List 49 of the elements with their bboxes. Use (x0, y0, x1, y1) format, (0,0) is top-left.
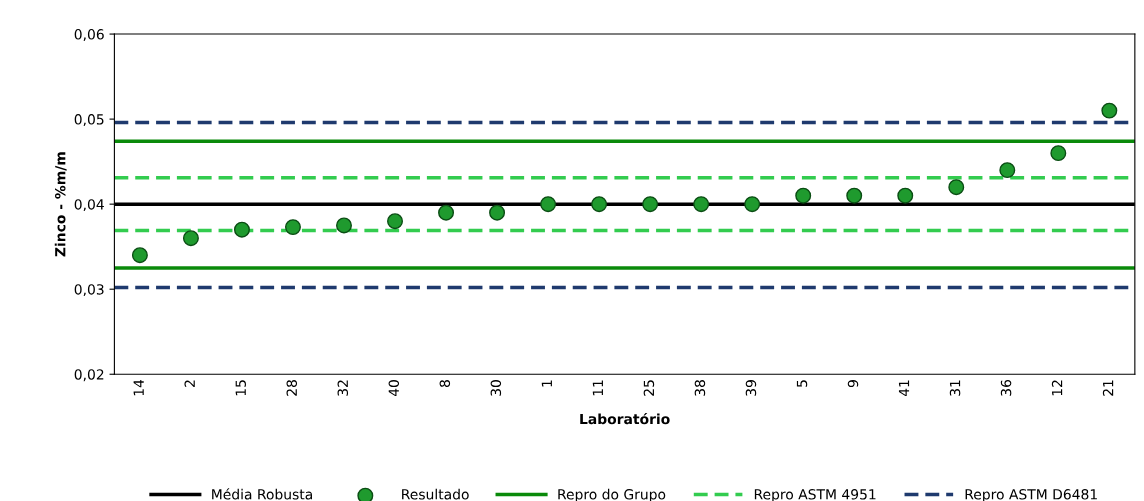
x-tick-label: 14 (133, 379, 144, 396)
x-tick-label: 38 (694, 380, 706, 396)
x-axis-title: Laboratório (580, 412, 670, 425)
point (591, 196, 608, 213)
point (233, 221, 250, 238)
point (182, 230, 199, 247)
x-tick-label: 2 (184, 380, 195, 387)
point (846, 187, 863, 204)
y-tick-label: 0,06 (74, 29, 104, 41)
x-tick-label: 39 (745, 380, 757, 396)
legend-label: Resultado (402, 488, 469, 500)
x-tick-label: 41 (898, 380, 910, 397)
point (284, 219, 301, 236)
x-tick-label: 9 (847, 380, 859, 388)
x-tick-label: 8 (439, 380, 451, 387)
point (387, 213, 404, 230)
y-tick-label: 0,04 (74, 199, 104, 212)
x-tick-label: 1 (541, 380, 552, 387)
point (795, 187, 812, 204)
point (948, 179, 965, 196)
point (438, 204, 455, 221)
x-tick-label: 11 (592, 380, 603, 396)
x-tick-label: 30 (490, 380, 502, 396)
point (540, 196, 557, 213)
y-tick-label: 0,02 (74, 369, 104, 382)
point (131, 247, 148, 264)
x-tick-label: 32 (337, 380, 349, 396)
y-tick-label: 0,05 (74, 114, 104, 126)
x-tick-label: 40 (388, 380, 400, 397)
x-tick-label: 21 (1102, 380, 1114, 396)
y-axis-title: Zinco - %m/m (54, 152, 67, 257)
point (642, 196, 659, 213)
point (999, 162, 1016, 179)
point (336, 217, 352, 234)
point (489, 204, 506, 221)
point (1101, 102, 1118, 119)
point (897, 187, 914, 204)
x-tick-label: 5 (796, 380, 808, 387)
point (693, 196, 710, 213)
point (1050, 145, 1067, 162)
x-tick-label: 15 (235, 380, 246, 396)
x-tick-label: 31 (949, 380, 961, 396)
x-tick-label: 28 (286, 380, 298, 396)
y-tick-label: 0,03 (74, 284, 104, 297)
x-tick-label: 36 (1000, 379, 1012, 396)
legend-label: Média Robusta (212, 488, 312, 500)
x-tick-label: 25 (643, 380, 655, 396)
x-tick-label: 12 (1051, 380, 1063, 396)
point (744, 196, 761, 213)
